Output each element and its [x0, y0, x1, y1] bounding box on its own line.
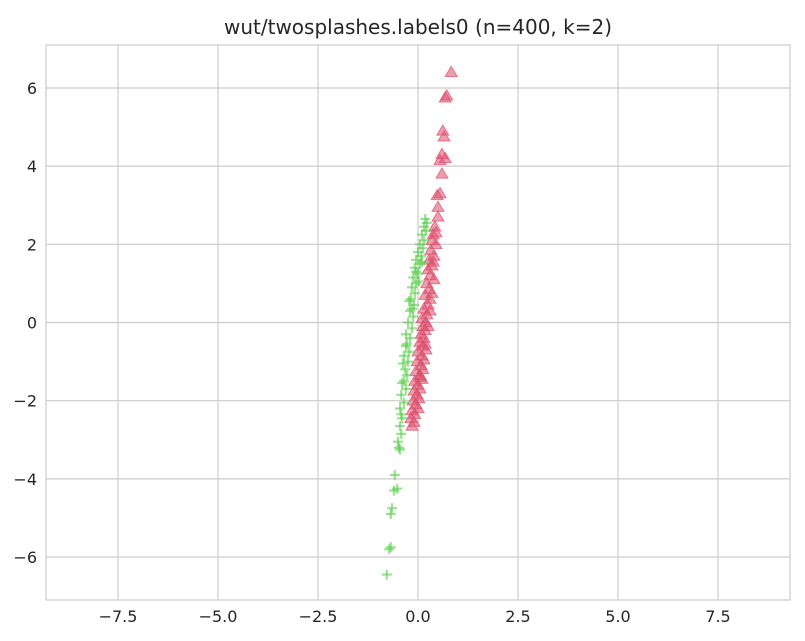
x-tick-label: 5.0 [605, 607, 630, 626]
plus-point [399, 397, 409, 408]
plus-point [403, 356, 413, 367]
triangle-point [423, 303, 437, 316]
plus-point [393, 436, 403, 447]
plus-point [399, 350, 409, 361]
plus-point [400, 364, 411, 375]
x-tick-label: −5.0 [199, 607, 238, 626]
plus-point [405, 305, 415, 316]
plus-point [401, 370, 412, 381]
plus-point [395, 444, 405, 455]
y-tick-label: 2 [27, 235, 37, 254]
plus-point [396, 389, 407, 400]
plus-point [387, 503, 397, 514]
plus-point [407, 323, 417, 334]
x-axis-ticks: −7.5 −5.0 −2.5 0.0 2.5 5.0 7.5 [99, 607, 731, 626]
plus-point [401, 329, 411, 340]
x-tick-label: −2.5 [299, 607, 338, 626]
triangle-point [437, 129, 451, 142]
triangle-point [427, 272, 441, 285]
x-tick-label: 0.0 [405, 607, 430, 626]
triangle-point [405, 419, 419, 431]
plus-point [404, 346, 415, 357]
plus-point [385, 509, 396, 520]
plus-point [385, 542, 396, 553]
plus-point [405, 294, 416, 305]
triangle-point [444, 65, 459, 78]
x-tick-label: 7.5 [705, 607, 730, 626]
plus-point [419, 235, 429, 246]
y-tick-label: 0 [27, 314, 37, 333]
triangle-point [435, 166, 449, 179]
triangle-point [429, 225, 443, 238]
plus-point [401, 340, 411, 351]
plus-point [397, 378, 407, 389]
y-tick-label: 6 [27, 79, 37, 98]
plus-point [404, 296, 415, 307]
triangle-point [433, 153, 447, 165]
triangle-point [438, 90, 453, 103]
data-points [381, 65, 459, 580]
plus-point [395, 403, 405, 414]
y-axis-ticks: −6 −4 −2 0 2 4 6 [13, 79, 37, 567]
plus-point [396, 409, 407, 420]
plus-point [420, 213, 431, 224]
plus-point [384, 544, 395, 555]
triangle-point [425, 286, 439, 298]
x-tick-label: −7.5 [99, 607, 138, 626]
plus-point [395, 421, 405, 432]
plus-point [411, 254, 421, 265]
plus-point [396, 428, 407, 439]
plus-point [403, 317, 413, 328]
plus-point [417, 256, 427, 267]
triangle-point [430, 188, 445, 201]
triangle-point [421, 319, 435, 332]
x-tick-label: 2.5 [505, 607, 530, 626]
triangle-point [413, 370, 427, 382]
y-tick-label: −2 [13, 392, 37, 411]
y-tick-label: 4 [27, 157, 37, 176]
triangle-point [426, 254, 441, 267]
triangle-point [418, 337, 433, 349]
y-tick-label: −6 [13, 548, 37, 567]
plus-point [401, 383, 411, 394]
plus-point [413, 276, 424, 287]
plus-point [381, 569, 392, 580]
y-tick-label: −4 [13, 470, 37, 489]
plus-point [407, 303, 417, 314]
chart-title: wut/twosplashes.labels0 (n=400, k=2) [224, 15, 612, 39]
plus-point [408, 311, 419, 322]
plus-point [409, 288, 420, 299]
plus-point [397, 358, 408, 369]
plus-point [399, 376, 409, 387]
plus-point [389, 469, 400, 480]
plus-point [411, 266, 421, 277]
triangle-point [431, 209, 445, 222]
plus-point [392, 483, 403, 494]
